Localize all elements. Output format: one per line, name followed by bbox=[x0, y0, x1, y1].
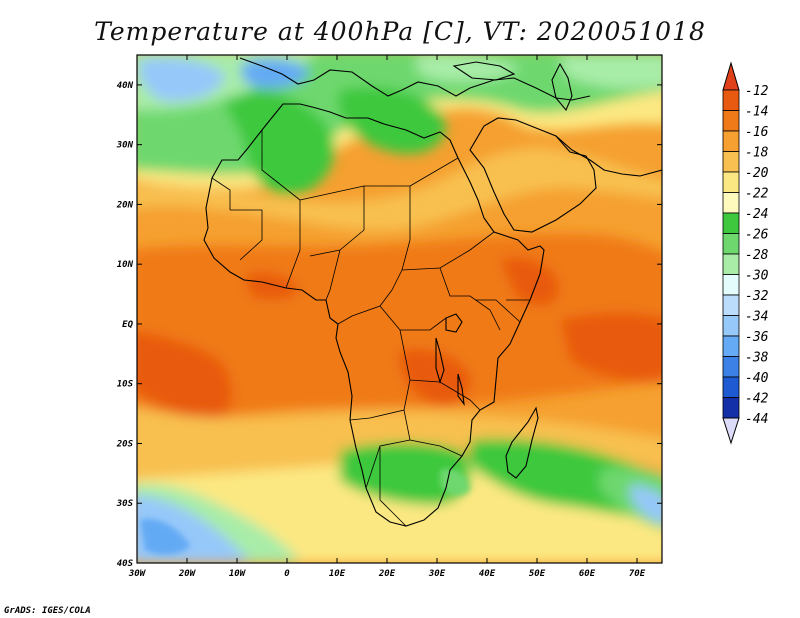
lat-tick-label: 40N bbox=[117, 81, 134, 91]
colorbar-label: -24 bbox=[745, 207, 768, 222]
lon-tick-label: 30W bbox=[128, 569, 147, 579]
lon-tick-label: 50E bbox=[529, 569, 546, 579]
colorbar: -12 -14 -16 -18 -20 -22 -24 -26 -28 -30 -32 -34 -36 -… bbox=[722, 61, 769, 445]
colorbar-swatch bbox=[722, 110, 740, 132]
lat-tick-label: 10S bbox=[117, 380, 134, 390]
colorbar-swatch bbox=[722, 192, 740, 214]
colorbar-swatch bbox=[722, 151, 740, 173]
colorbar-label: -40 bbox=[745, 371, 769, 386]
longitude-ticks: 30W 20W 10W 0 10E 20E 30E 40E 50E 60E 70E bbox=[128, 55, 646, 579]
caspian-coastline bbox=[551, 62, 573, 112]
map-title: Temperature at 400hPa [C], VT: 202005101… bbox=[94, 17, 706, 46]
colorbar-label: -36 bbox=[745, 330, 769, 345]
geography-outlines bbox=[203, 57, 662, 527]
country-borders bbox=[211, 130, 530, 527]
lon-tick-label: 10E bbox=[329, 569, 346, 579]
lon-tick-label: 20E bbox=[378, 569, 396, 579]
lat-tick-label: 20N bbox=[116, 200, 134, 210]
colorbar-swatch bbox=[722, 294, 740, 316]
lat-tick-label: 30S bbox=[116, 499, 134, 509]
colorbar-label: -30 bbox=[745, 269, 769, 284]
lat-tick-label: 40S bbox=[117, 559, 134, 569]
lake-victoria bbox=[445, 313, 463, 333]
colorbar-bottom-triangle bbox=[722, 417, 740, 445]
lon-tick-label: 0 bbox=[284, 569, 290, 579]
colorbar-label: -28 bbox=[745, 248, 769, 263]
colorbar-label: -38 bbox=[745, 351, 769, 366]
lat-tick-label: 10N bbox=[117, 260, 134, 270]
colorbar-label: -12 bbox=[745, 84, 769, 99]
colorbar-swatch bbox=[722, 397, 740, 419]
colorbar-swatch bbox=[722, 315, 740, 337]
colorbar-label: -14 bbox=[745, 105, 768, 120]
colorbar-swatch bbox=[722, 253, 740, 275]
lat-tick-label: 20S bbox=[116, 439, 134, 449]
lat-tick-label: 30N bbox=[116, 141, 134, 151]
lon-tick-label: 20W bbox=[178, 569, 197, 579]
colorbar-label: -34 bbox=[745, 310, 768, 325]
lat-tick-label: EQ bbox=[122, 320, 133, 330]
colorbar-swatch bbox=[722, 171, 740, 193]
colorbar-swatch bbox=[722, 130, 740, 152]
colorbar-label: -22 bbox=[745, 187, 769, 202]
lake-tanganyika bbox=[435, 337, 445, 384]
europe-coastline bbox=[239, 57, 591, 101]
colorbar-swatch bbox=[722, 376, 740, 398]
colorbar-swatch bbox=[722, 233, 740, 255]
colorbar-label: -18 bbox=[745, 146, 769, 161]
colorbar-swatch bbox=[722, 274, 740, 296]
latitude-ticks: 40N 30N 20N 10N EQ 10S 20S 30S 40S bbox=[116, 81, 662, 569]
colorbar-label: -44 bbox=[745, 412, 768, 427]
lon-tick-label: 40E bbox=[479, 569, 496, 579]
colorbar-label: -42 bbox=[745, 392, 769, 407]
credit-text: GrADS: IGES/COLA bbox=[4, 606, 91, 616]
map-frame bbox=[136, 54, 663, 564]
colorbar-swatch bbox=[722, 89, 740, 111]
colorbar-label: -26 bbox=[745, 228, 769, 243]
lon-tick-label: 30E bbox=[428, 569, 446, 579]
lon-tick-label: 70E bbox=[629, 569, 646, 579]
colorbar-swatch bbox=[722, 212, 740, 234]
colorbar-label: -16 bbox=[745, 125, 769, 140]
colorbar-top-triangle bbox=[722, 61, 740, 91]
colorbar-swatch bbox=[722, 356, 740, 378]
black-sea-coastline bbox=[452, 61, 516, 81]
colorbar-label: -32 bbox=[745, 289, 769, 304]
colorbar-label: -20 bbox=[745, 166, 769, 181]
lake-malawi bbox=[457, 373, 465, 406]
colorbar-swatch bbox=[722, 335, 740, 357]
arabia-coastline bbox=[469, 117, 597, 233]
lon-tick-label: 60E bbox=[579, 569, 596, 579]
lon-tick-label: 10W bbox=[229, 569, 247, 579]
temperature-field bbox=[137, 55, 662, 563]
madagascar-coastline bbox=[505, 406, 539, 479]
persia-coastline bbox=[555, 135, 662, 177]
